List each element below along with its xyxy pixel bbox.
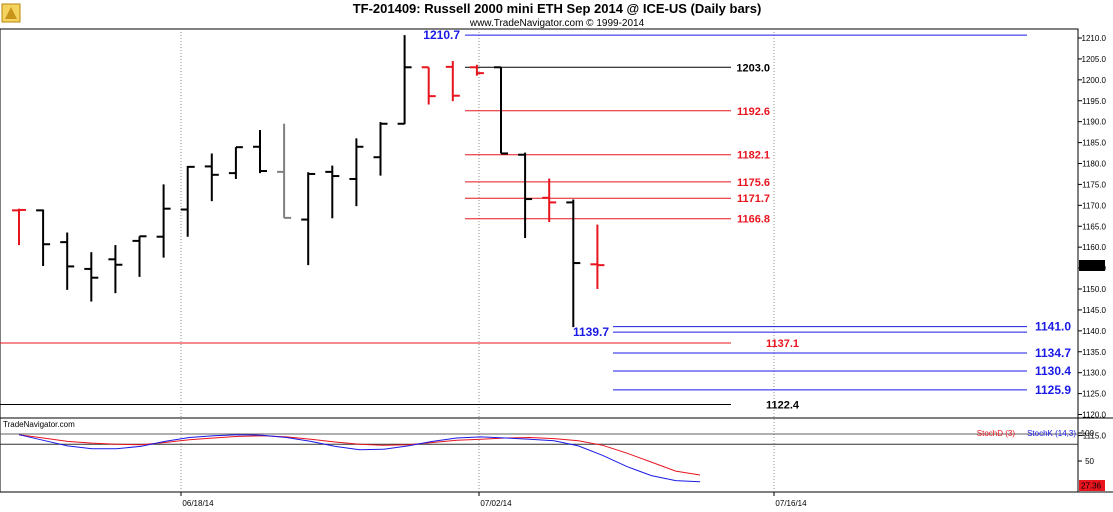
x-tick-label: 07/02/14: [480, 499, 512, 508]
ohlc-bar: [301, 172, 316, 266]
y-tick-label: 1180.0: [1082, 160, 1106, 169]
level-label: 1171.7: [737, 193, 770, 205]
ohlc-bar: [180, 165, 195, 237]
legend-stochk: StochK (14,3): [1027, 429, 1076, 438]
level-label: 1210.7: [423, 28, 460, 42]
last-price-label: 1155.7: [1081, 262, 1105, 271]
stochk-line: [18, 434, 701, 483]
y-tick-label: 1125.0: [1082, 390, 1106, 399]
indicator-brand-label: TradeNavigator.com: [3, 420, 75, 429]
level-label: 1125.9: [1035, 383, 1071, 397]
level-label: 1134.7: [1035, 346, 1071, 360]
ohlc-bar: [421, 66, 436, 105]
stoch-tick-label: 100: [1081, 429, 1095, 438]
y-tick-label: 1175.0: [1082, 180, 1106, 189]
level-label: 1130.4: [1035, 364, 1071, 378]
level-label: 1122.4: [766, 399, 800, 411]
legend-stochd: StochD (3): [977, 429, 1016, 438]
level-label: 1141.0: [1035, 320, 1071, 334]
last-stoch-label: 27.36: [1081, 482, 1102, 491]
ohlc-bar: [590, 224, 605, 289]
ohlc-bar: [156, 184, 171, 258]
ohlc-bar: [204, 153, 219, 202]
y-tick-label: 1190.0: [1082, 118, 1106, 127]
ohlc-bar: [60, 232, 75, 290]
stochastic-panel: [0, 417, 1079, 493]
y-tick-label: 1135.0: [1082, 348, 1106, 357]
last-stoch-marker: 27.36: [1079, 480, 1105, 491]
level-label: 1182.1: [737, 150, 770, 162]
y-tick-label: 1120.0: [1082, 411, 1106, 420]
ohlc-bar: [349, 138, 364, 207]
chart-subtitle: www.TradeNavigator.com © 1999-2014: [469, 18, 645, 29]
x-tick-label: 06/18/14: [182, 499, 214, 508]
last-price-marker: 1155.7: [1079, 260, 1105, 271]
y-tick-label: 1150.0: [1082, 285, 1106, 294]
ohlc-bar: [84, 252, 99, 302]
y-tick-label: 1195.0: [1082, 97, 1106, 106]
ohlc-bar: [108, 245, 123, 294]
x-tick-label: 07/16/14: [775, 499, 807, 508]
y-tick-label: 1145.0: [1082, 306, 1106, 315]
y-tick-label: 1210.0: [1082, 34, 1107, 43]
ohlc-bar: [445, 61, 460, 102]
ohlc-bar: [132, 235, 147, 277]
ohlc-bar: [566, 199, 581, 328]
level-label: 1175.6: [737, 177, 770, 189]
level-label: 1192.6: [737, 106, 770, 118]
y-tick-label: 1205.0: [1082, 55, 1107, 64]
ohlc-bar: [397, 35, 412, 125]
ohlc-bar: [12, 208, 26, 246]
price-panel: [0, 28, 1079, 419]
y-tick-label: 1160.0: [1082, 243, 1106, 252]
ohlc-bar: [469, 64, 484, 76]
app-logo-icon: [1, 3, 21, 23]
stochd-line: [18, 434, 701, 476]
y-tick-label: 1170.0: [1082, 201, 1106, 210]
level-label: 1166.8: [737, 214, 770, 226]
ohlc-bar: [325, 165, 340, 219]
y-tick-label: 1185.0: [1082, 139, 1106, 148]
y-tick-label: 1165.0: [1082, 222, 1106, 231]
ohlc-bar: [277, 123, 292, 219]
y-tick-label: 1140.0: [1082, 327, 1106, 336]
chart-title: TF-201409: Russell 2000 mini ETH Sep 201…: [353, 1, 762, 16]
level-label: 1137.1: [766, 338, 799, 350]
ohlc-bar: [373, 122, 388, 176]
ohlc-bar: [253, 130, 267, 174]
ohlc-bar: [228, 146, 243, 179]
y-tick-label: 1130.0: [1082, 369, 1106, 378]
ohlc-bar: [518, 152, 533, 238]
stoch-tick-label: 50: [1085, 457, 1094, 466]
y-tick-label: 1200.0: [1082, 76, 1107, 85]
y-tick-label: 1115.0: [1083, 431, 1107, 440]
ohlc-bar: [542, 178, 557, 223]
level-label: 1203.0: [736, 62, 770, 74]
ohlc-bar: [494, 66, 508, 155]
ohlc-bar: [36, 209, 51, 266]
level-label: 1139.7: [573, 325, 609, 339]
